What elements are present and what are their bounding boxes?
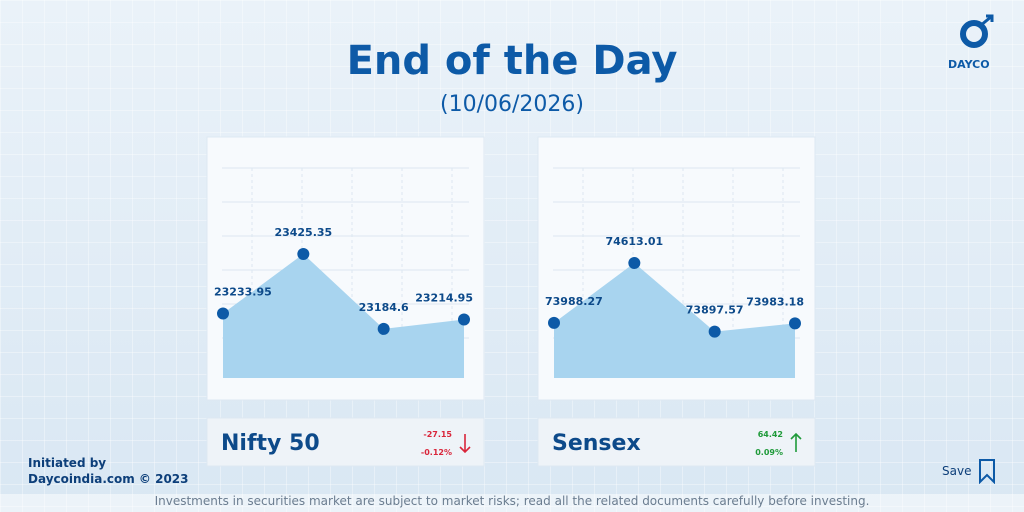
marker bbox=[217, 307, 229, 320]
chart-title: Nifty 50 bbox=[221, 431, 320, 456]
marker bbox=[377, 322, 390, 335]
marker bbox=[548, 316, 560, 329]
trend-arrow bbox=[459, 434, 471, 454]
area bbox=[223, 253, 464, 378]
change: 64.42 bbox=[758, 430, 783, 439]
value-label: 73988.27 bbox=[545, 295, 603, 308]
logo-text: DAYCO bbox=[948, 58, 990, 71]
marker bbox=[458, 313, 470, 326]
chart-title: Sensex bbox=[552, 431, 641, 456]
area bbox=[554, 262, 795, 378]
site: Daycoindia.com © 2023 bbox=[28, 472, 189, 486]
change-pct: 0.09% bbox=[755, 448, 783, 457]
change: -27.15 bbox=[423, 430, 452, 439]
initiated: Initiated by bbox=[28, 456, 107, 470]
date: (10/06/2026) bbox=[440, 92, 584, 117]
value-label: 23233.95 bbox=[214, 286, 272, 299]
value-label: 73983.18 bbox=[746, 295, 804, 308]
trend-arrow bbox=[790, 432, 802, 452]
logo-icon bbox=[960, 14, 994, 48]
marker bbox=[628, 256, 641, 269]
save-icon[interactable] bbox=[978, 458, 996, 484]
disclaimer: Investments in securities market are sub… bbox=[0, 494, 1024, 512]
value-label: 73897.57 bbox=[686, 304, 744, 317]
change-pct: -0.12% bbox=[421, 448, 452, 457]
value-label: 23425.35 bbox=[274, 226, 332, 239]
value-label: 23184.6 bbox=[359, 301, 409, 314]
marker bbox=[708, 325, 721, 338]
title: End of the Day bbox=[346, 38, 678, 84]
label-card bbox=[206, 417, 485, 467]
marker bbox=[789, 317, 801, 330]
value-label: 23214.95 bbox=[415, 291, 473, 304]
marker bbox=[297, 247, 310, 260]
label-card bbox=[537, 417, 816, 467]
value-label: 74613.01 bbox=[605, 235, 663, 248]
save-button[interactable]: Save bbox=[942, 464, 972, 478]
